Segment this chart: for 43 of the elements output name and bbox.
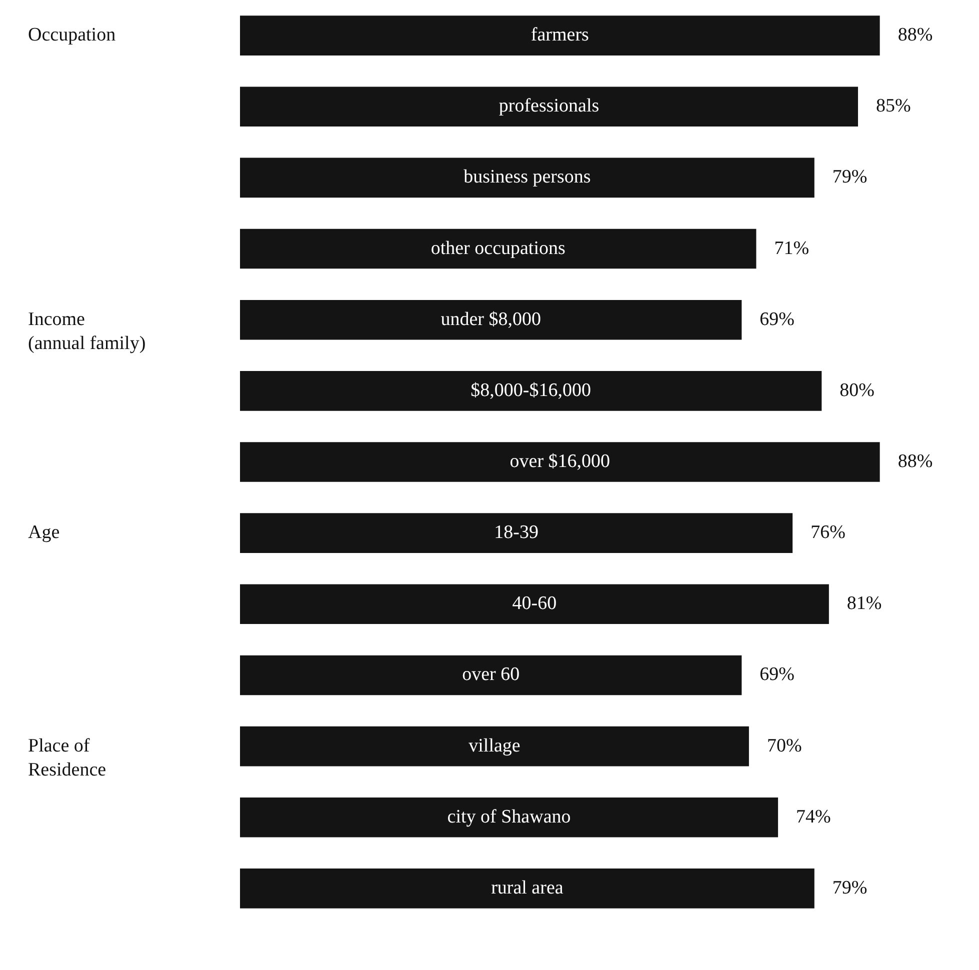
data-label: 88% xyxy=(898,450,933,472)
data-label: 74% xyxy=(796,806,832,828)
y-tick-label: city of Shawano xyxy=(447,806,571,828)
bar xyxy=(240,442,880,482)
bar xyxy=(240,16,880,56)
y-tick-label: under $8,000 xyxy=(440,308,541,330)
y-tick-label: business persons xyxy=(464,166,591,188)
data-label: 80% xyxy=(840,380,875,401)
text: Income (annual family) xyxy=(28,308,146,354)
text: Age xyxy=(28,522,60,544)
bar xyxy=(240,584,829,624)
data-label: 81% xyxy=(846,593,882,614)
y-tick-label: other occupations xyxy=(430,238,566,259)
bar xyxy=(240,797,778,838)
data-label: 79% xyxy=(832,166,868,188)
data-label: 76% xyxy=(810,522,846,544)
y-tick-label: 40-60 xyxy=(512,593,557,614)
y-tick-label: 18-39 xyxy=(494,522,538,544)
y-tick-label: farmers xyxy=(530,24,589,46)
data-label: 85% xyxy=(876,96,912,117)
y-tick-label: village xyxy=(468,735,520,756)
bar xyxy=(240,158,814,198)
text: Occupation xyxy=(28,24,116,46)
y-tick-label: rural area xyxy=(491,877,564,898)
data-label: 71% xyxy=(774,238,810,259)
data-label: 69% xyxy=(760,308,795,330)
data-label: 69% xyxy=(760,664,795,686)
data-label: 79% xyxy=(832,877,868,898)
data-label: 88% xyxy=(898,24,933,46)
bar xyxy=(240,726,749,766)
bar xyxy=(240,228,756,269)
bar xyxy=(240,300,742,340)
text: Place of Residence xyxy=(28,735,106,780)
y-tick-label: over 60 xyxy=(462,664,520,686)
y-tick-label: professionals xyxy=(498,96,600,117)
bar xyxy=(240,655,742,696)
y-tick-label: $8,000-$16,000 xyxy=(470,380,591,401)
bar xyxy=(240,86,858,127)
bar xyxy=(240,513,793,553)
bar xyxy=(240,371,822,411)
y-tick-label: over $16,000 xyxy=(510,450,610,472)
bar xyxy=(240,868,814,908)
data-label: 70% xyxy=(766,735,802,756)
